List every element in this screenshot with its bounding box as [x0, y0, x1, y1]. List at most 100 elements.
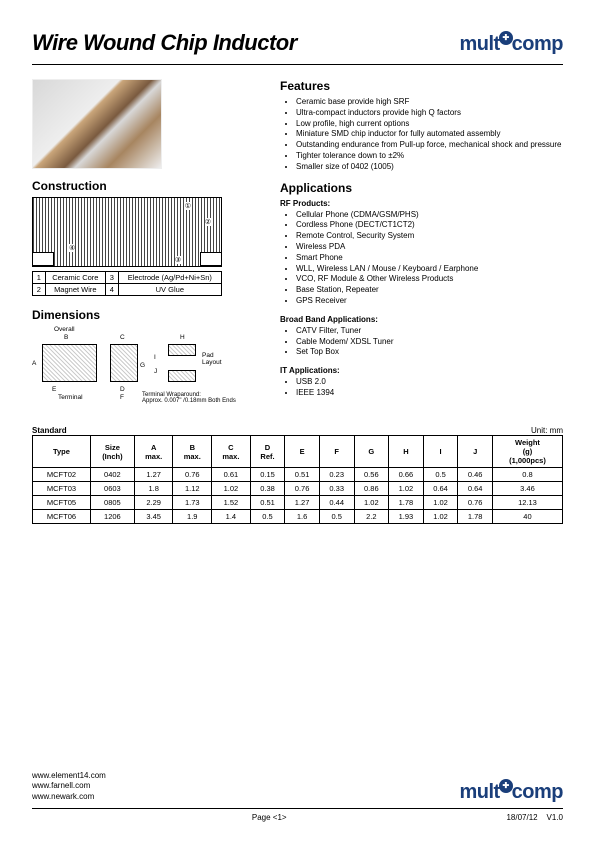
list-item: Ultra-compact inductors provide high Q f… [296, 108, 563, 119]
list-item: Remote Control, Security System [296, 231, 563, 242]
footer-brand-logo: mult✚comp [459, 779, 563, 804]
dimensions-diagram: Overall B A E Terminal C D F G H I J Pad… [32, 326, 242, 416]
app-group-heading: IT Applications: [280, 366, 563, 375]
dim-shape-side [110, 344, 138, 382]
applications-section: Applications RF Products: Cellular Phone… [280, 181, 563, 399]
cell: 2 [33, 284, 46, 296]
list-item: WLL, Wireless LAN / Mouse / Keyboard / E… [296, 264, 563, 275]
table-header-row: Type Size (Inch) A max. B max. C max. D … [33, 436, 563, 468]
col-header: E [285, 436, 320, 468]
app-group-list: Cellular Phone (CDMA/GSM/PHS) Cordless P… [280, 210, 563, 307]
dim-label-a: A [32, 360, 36, 367]
list-item: Cellular Phone (CDMA/GSM/PHS) [296, 210, 563, 221]
footer: www.element14.com www.farnell.com www.ne… [32, 771, 563, 822]
col-header: I [423, 436, 458, 468]
standard-label: Standard [32, 426, 67, 435]
brand-logo: mult✚comp [459, 31, 563, 56]
unit-label: Unit: mm [531, 426, 563, 435]
list-item: IEEE 1394 [296, 388, 563, 399]
cell: 1.73 [173, 496, 212, 510]
dim-label-overall: Overall [54, 326, 75, 333]
page-number: Page <1> [252, 813, 287, 822]
dim-label-c: C [120, 334, 125, 341]
cell: 1.78 [389, 496, 424, 510]
left-column: Construction ① ② ③ ④ 1 Ceramic Core 3 El… [32, 79, 262, 420]
features-section: Features Ceramic base provide high SRF U… [280, 79, 563, 173]
cell: MCFT03 [33, 482, 91, 496]
cell: MCFT02 [33, 468, 91, 482]
cell: 1.02 [423, 510, 458, 524]
cell: MCFT05 [33, 496, 91, 510]
dim-label-h: H [180, 334, 185, 341]
features-heading: Features [280, 79, 563, 93]
cell: Ceramic Core [45, 272, 105, 284]
cell: 0402 [90, 468, 134, 482]
cell: 0.61 [212, 468, 251, 482]
page-title: Wire Wound Chip Inductor [32, 30, 297, 56]
col-header: J [458, 436, 493, 468]
cell: 0.33 [319, 482, 354, 496]
cell: 40 [492, 510, 562, 524]
cell: 1.6 [285, 510, 320, 524]
table-row: 1 Ceramic Core 3 Electrode (Ag/Pd+Ni+Sn) [33, 272, 222, 284]
col-header: Type [33, 436, 91, 468]
cell: 0805 [90, 496, 134, 510]
cell: 0.5 [423, 468, 458, 482]
dim-label-f: F [120, 394, 124, 401]
cell: UV Glue [118, 284, 221, 296]
cell: 0.5 [319, 510, 354, 524]
list-item: Tighter tolerance down to ±2% [296, 151, 563, 162]
list-item: Smaller size of 0402 (1005) [296, 162, 563, 173]
cell: 1.9 [173, 510, 212, 524]
cell: 1.93 [389, 510, 424, 524]
right-column: Features Ceramic base provide high SRF U… [280, 79, 563, 420]
dim-label-g: G [140, 362, 145, 369]
applications-heading: Applications [280, 181, 563, 195]
list-item: Cordless Phone (DECT/CT1CT2) [296, 220, 563, 231]
cell: 1.8 [134, 482, 173, 496]
cell: 3.45 [134, 510, 173, 524]
diagram-label-3: ③ [175, 256, 181, 264]
app-group-heading: Broad Band Applications: [280, 315, 563, 324]
col-header: D Ref. [250, 436, 285, 468]
cell: Electrode (Ag/Pd+Ni+Sn) [118, 272, 221, 284]
list-item: USB 2.0 [296, 377, 563, 388]
cell: 0.64 [423, 482, 458, 496]
dim-shape-overall [42, 344, 97, 382]
cell: 0.64 [458, 482, 493, 496]
dim-label-j: J [154, 368, 157, 375]
table-row: 2 Magnet Wire 4 UV Glue [33, 284, 222, 296]
cell: 0.46 [458, 468, 493, 482]
features-list: Ceramic base provide high SRF Ultra-comp… [280, 97, 563, 173]
standard-header-row: Standard Unit: mm [32, 426, 563, 435]
dim-label-d: D [120, 386, 125, 393]
construction-heading: Construction [32, 179, 262, 193]
cell: 0.76 [458, 496, 493, 510]
col-header: G [354, 436, 389, 468]
cell: 1.02 [354, 496, 389, 510]
construction-materials-table: 1 Ceramic Core 3 Electrode (Ag/Pd+Ni+Sn)… [32, 271, 222, 296]
cell: MCFT06 [33, 510, 91, 524]
table-row: MCFT0306031.81.121.020.380.760.330.861.0… [33, 482, 563, 496]
cell: 1.78 [458, 510, 493, 524]
col-header: Size (Inch) [90, 436, 134, 468]
col-header: C max. [212, 436, 251, 468]
col-header: F [319, 436, 354, 468]
cell: Magnet Wire [45, 284, 105, 296]
cell: 1.02 [212, 482, 251, 496]
dim-label-wrap: Terminal Wraparound: Approx. 0.007" /0.1… [142, 392, 236, 404]
cell: 0.44 [319, 496, 354, 510]
cell: 0.76 [173, 468, 212, 482]
cell: 2.2 [354, 510, 389, 524]
col-header: A max. [134, 436, 173, 468]
cell: 1.27 [285, 496, 320, 510]
app-group-list: CATV Filter, Tuner Cable Modem/ XDSL Tun… [280, 326, 563, 358]
dim-shape-pad1 [168, 344, 196, 356]
cell: 3.46 [492, 482, 562, 496]
cell: 0.51 [250, 496, 285, 510]
list-item: Set Top Box [296, 347, 563, 358]
cell: 1.52 [212, 496, 251, 510]
dim-label-pad: Pad Layout [202, 352, 222, 366]
cell: 1 [33, 272, 46, 284]
table-row: MCFT0508052.291.731.520.511.270.441.021.… [33, 496, 563, 510]
